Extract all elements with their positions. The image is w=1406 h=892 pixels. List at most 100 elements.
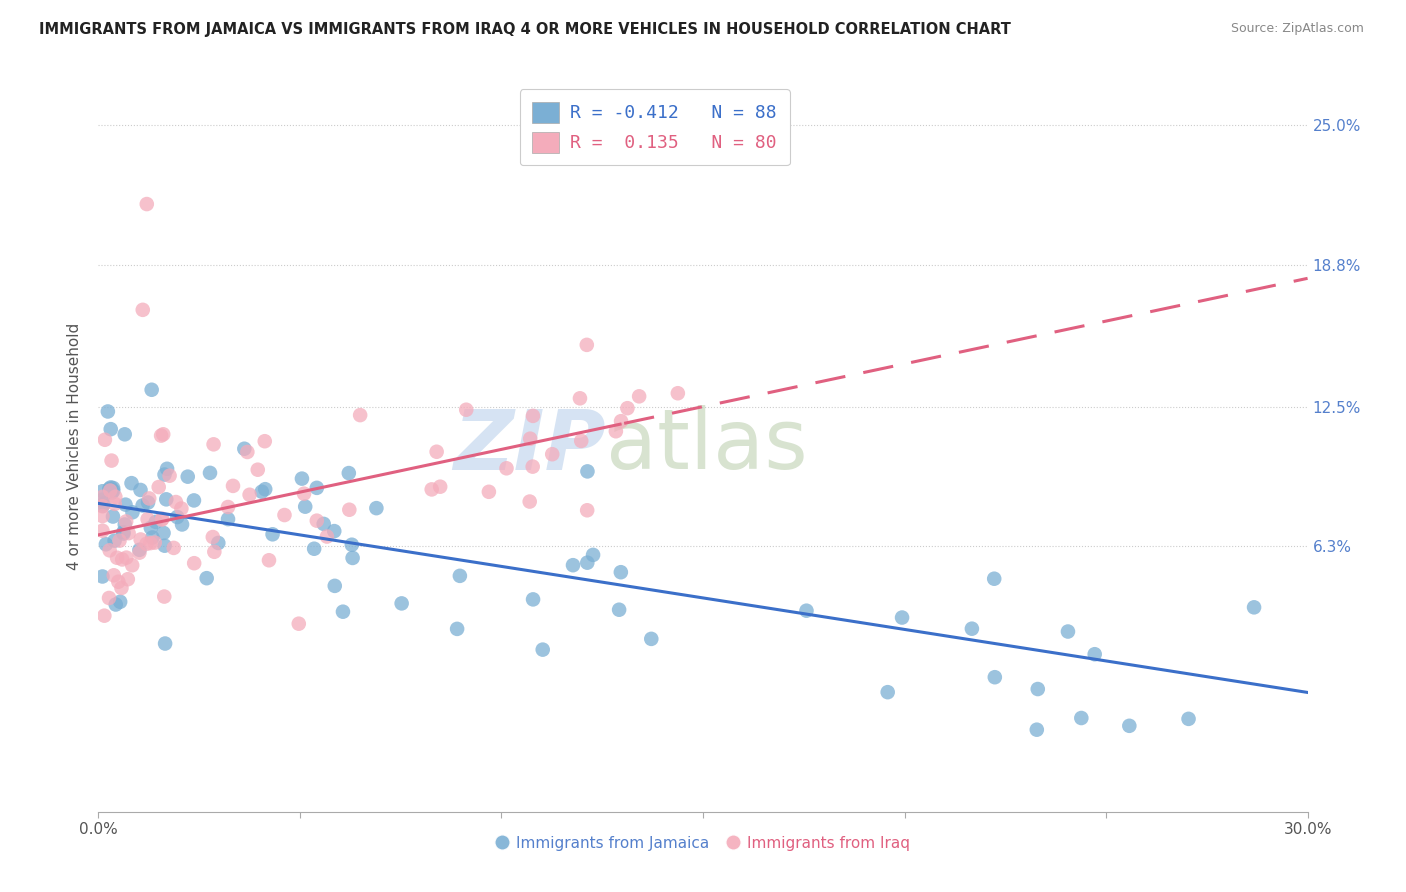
Point	[522, 459, 544, 474]
Point	[1070, 711, 1092, 725]
Point	[152, 427, 174, 442]
Point	[478, 484, 501, 499]
Point	[876, 685, 898, 699]
Point	[101, 485, 124, 500]
Point	[233, 442, 256, 456]
Point	[101, 509, 124, 524]
Point	[156, 462, 179, 476]
Y-axis label: 4 or more Vehicles in Household: 4 or more Vehicles in Household	[67, 322, 83, 570]
Text: atlas: atlas	[606, 406, 808, 486]
Point	[568, 392, 591, 406]
Point	[183, 556, 205, 570]
Point	[150, 513, 173, 527]
Point	[666, 386, 689, 401]
Point	[582, 548, 605, 562]
Point	[195, 571, 218, 585]
Point	[217, 500, 239, 514]
Point	[91, 569, 114, 583]
Point	[107, 574, 129, 589]
Text: ZIP: ZIP	[454, 406, 606, 486]
Point	[121, 558, 143, 573]
Point	[143, 535, 166, 549]
Point	[1118, 719, 1140, 733]
Point	[98, 543, 121, 558]
Point	[292, 486, 315, 500]
Point	[148, 480, 170, 494]
Point	[316, 530, 339, 544]
Point	[522, 592, 544, 607]
Point	[541, 447, 564, 461]
Point	[115, 550, 138, 565]
Point	[337, 466, 360, 480]
Point	[112, 526, 135, 541]
Point	[98, 591, 121, 605]
Point	[94, 537, 117, 551]
Point	[217, 512, 239, 526]
Point	[302, 541, 325, 556]
Point	[129, 533, 152, 547]
Point	[607, 603, 630, 617]
Point	[93, 608, 115, 623]
Point	[155, 492, 177, 507]
Point	[202, 437, 225, 451]
Point	[100, 453, 122, 467]
Point	[145, 515, 167, 529]
Point	[121, 476, 143, 491]
Point	[312, 516, 335, 531]
Point	[287, 616, 309, 631]
Point	[150, 428, 173, 442]
Point	[141, 531, 163, 545]
Point	[294, 500, 316, 514]
Point	[104, 490, 127, 504]
Point	[115, 515, 138, 529]
Point	[91, 499, 114, 513]
Point	[246, 463, 269, 477]
Point	[254, 482, 277, 496]
Point	[983, 572, 1005, 586]
Point	[456, 402, 478, 417]
Point	[117, 526, 139, 541]
Point	[166, 510, 188, 524]
Point	[610, 414, 633, 428]
Point	[1026, 681, 1049, 696]
Point	[100, 422, 122, 436]
Point	[153, 590, 176, 604]
Point	[429, 480, 451, 494]
Point	[340, 538, 363, 552]
Point	[132, 302, 155, 317]
Point	[446, 622, 468, 636]
Point	[628, 389, 651, 403]
Point	[91, 497, 114, 511]
Point	[1025, 723, 1047, 737]
Point	[94, 433, 117, 447]
Point	[170, 501, 193, 516]
Point	[576, 464, 599, 478]
Point	[605, 424, 627, 438]
Point	[960, 622, 983, 636]
Point	[128, 546, 150, 560]
Point	[131, 499, 153, 513]
Point	[153, 467, 176, 482]
Point	[91, 490, 114, 504]
Point	[562, 558, 585, 573]
Point	[239, 488, 262, 502]
Point	[98, 483, 121, 498]
Point	[291, 472, 314, 486]
Point	[273, 508, 295, 522]
Point	[152, 526, 174, 541]
Point	[198, 466, 221, 480]
Point	[103, 483, 125, 498]
Point	[342, 550, 364, 565]
Point	[91, 484, 114, 499]
Point	[100, 480, 122, 494]
Point	[891, 610, 914, 624]
Point	[159, 468, 181, 483]
Point	[91, 509, 114, 524]
Point	[114, 498, 136, 512]
Point	[129, 483, 152, 497]
Point	[128, 542, 150, 557]
Point	[91, 500, 114, 514]
Point	[253, 434, 276, 449]
Point	[108, 533, 131, 548]
Point	[141, 383, 163, 397]
